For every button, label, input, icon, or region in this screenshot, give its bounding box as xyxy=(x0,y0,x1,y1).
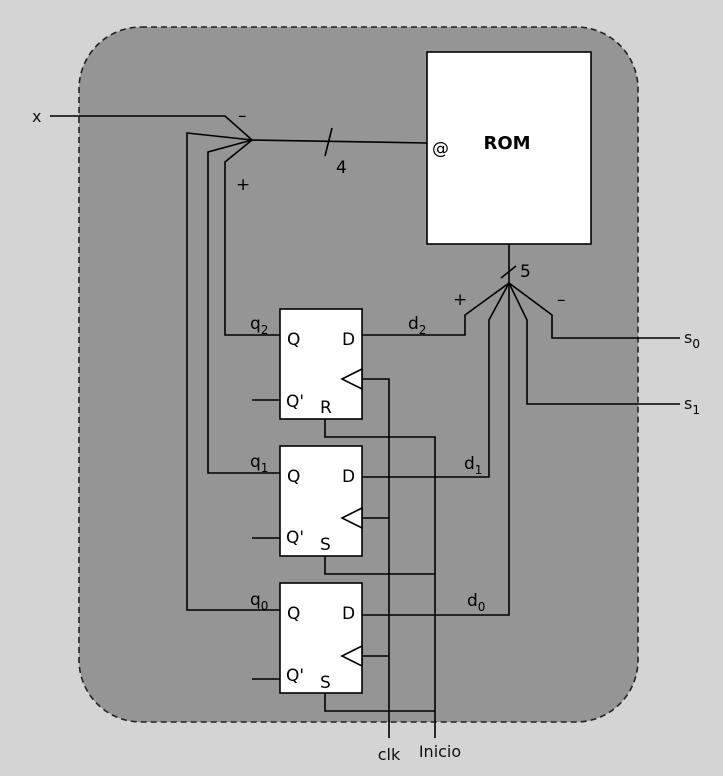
q2-label: q2 xyxy=(250,314,268,337)
flipflop-q1-port-qn: Q' xyxy=(286,528,304,548)
d0-wire xyxy=(360,283,510,616)
input-clk-label: clk xyxy=(378,745,401,764)
rom-block xyxy=(426,51,592,245)
q0-label: q0 xyxy=(250,590,268,613)
lower-mux-minus: – xyxy=(557,290,566,310)
lower-mux-plus: + xyxy=(453,290,467,310)
flipflop-q2-port-d: D xyxy=(342,330,355,350)
flipflop-q0-body xyxy=(279,582,363,694)
output-s1-label: s1 xyxy=(684,394,700,417)
flipflop-q1: Q D Q' S xyxy=(252,445,363,557)
data-width-label: 5 xyxy=(520,262,531,282)
flipflop-q0-port-q: Q xyxy=(287,604,300,624)
d1-wire xyxy=(360,282,510,478)
rom-address-port: @ xyxy=(432,139,449,159)
upper-mux-minus: – xyxy=(238,106,247,126)
s0-wire xyxy=(508,282,680,339)
input-x-wire xyxy=(50,115,253,141)
flipflop-q0: Q D Q' S xyxy=(252,582,363,694)
output-s0-label: s0 xyxy=(684,328,700,351)
rom-title: ROM xyxy=(483,133,530,154)
address-bus-slash xyxy=(324,127,333,157)
address-bus xyxy=(251,139,428,144)
s1-wire xyxy=(508,282,680,405)
flipflop-q1-port-d: D xyxy=(342,467,355,487)
flipflop-q0-port-d: D xyxy=(342,604,355,624)
flipflop-q1-body xyxy=(279,445,363,557)
d2-label: d2 xyxy=(408,314,426,337)
flipflop-q2-body xyxy=(279,308,363,420)
flipflop-q0-port-qn: Q' xyxy=(286,666,304,686)
flipflop-q1-set-label: S xyxy=(320,535,331,555)
flipflop-q2-reset-label: R xyxy=(320,398,332,418)
feedback-q1-wire xyxy=(207,139,280,474)
flipflop-q2-port-q: Q xyxy=(287,330,300,350)
input-x-label: x xyxy=(32,107,41,126)
flipflop-q0-set-label: S xyxy=(320,673,331,693)
inicio-line xyxy=(324,419,436,738)
d1-label: d1 xyxy=(464,454,482,477)
data-bus-slash xyxy=(500,265,517,279)
inicio-tap-q0 xyxy=(324,693,435,712)
d0-label: d0 xyxy=(467,591,485,614)
q1-label: q1 xyxy=(250,452,268,475)
flipflop-q2: Q D Q' R xyxy=(252,308,363,420)
clock-line xyxy=(362,378,390,738)
flipflop-q1-port-q: Q xyxy=(287,467,300,487)
address-width-label: 4 xyxy=(336,158,347,178)
flipflop-q2-port-qn: Q' xyxy=(286,392,304,412)
input-inicio-label: Inicio xyxy=(419,742,461,761)
inicio-tap-q1 xyxy=(324,556,435,575)
upper-mux-plus: + xyxy=(236,175,250,195)
d2-wire xyxy=(360,282,510,336)
feedback-q0-wire xyxy=(186,132,280,611)
feedback-q2-wire xyxy=(224,139,280,336)
